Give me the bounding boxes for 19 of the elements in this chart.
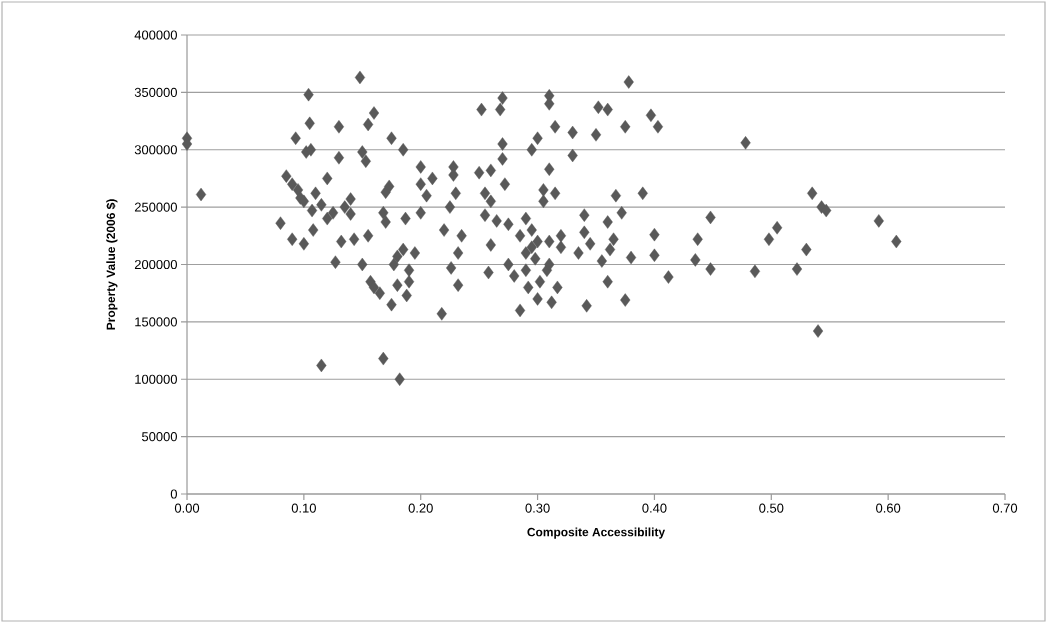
x-tick-label: 0.60 [876,503,901,513]
y-axis-title: Property Value (2006 $) [106,199,118,330]
x-tick-label: 0.30 [525,503,550,513]
y-tick-label: 300000 [134,145,177,155]
y-tick-label: 350000 [134,87,177,97]
y-tick-label: 100000 [135,374,177,384]
y-tick-label: 200000 [134,259,177,270]
x-tick-label: 0.20 [408,503,433,513]
y-tick-label: 400000 [134,30,177,40]
y-tick-label: 50000 [141,432,177,442]
x-tick-label: 0.40 [642,503,667,513]
x-tick-label: 0.00 [174,503,200,513]
x-tick-label: 0.70 [992,503,1018,513]
x-axis-title: Composite Accessibility [527,527,666,539]
y-tick-label: 250000 [134,202,177,212]
y-tick-label: 150000 [135,317,177,327]
x-tick-label: 0.50 [759,503,784,513]
x-tick-label: 0.10 [291,503,316,513]
y-tick-label: 0 [170,489,177,499]
